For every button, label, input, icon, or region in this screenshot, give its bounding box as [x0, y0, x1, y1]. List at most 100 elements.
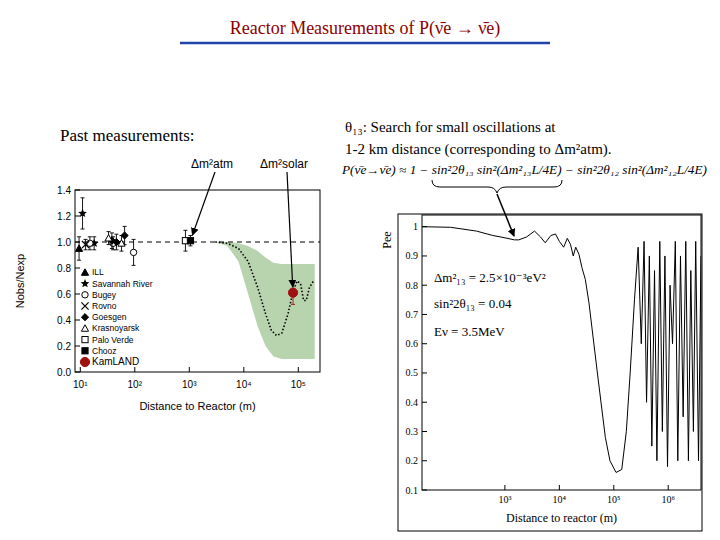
- y-tick-label: 1: [413, 221, 418, 232]
- x-tick: [189, 367, 190, 372]
- data-point: [130, 249, 136, 255]
- y-tick-label: 0.8: [406, 280, 419, 291]
- legend-label: Goesgen: [92, 312, 127, 322]
- legend-label: KamLAND: [92, 356, 139, 367]
- y-axis-title: Nobs/Nexp: [14, 254, 26, 308]
- slide: Reactor Measurements of P(ν̄e → ν̄e) Past…: [0, 0, 720, 540]
- y-tick: [75, 190, 80, 191]
- legend-marker: [81, 302, 88, 309]
- legend-marker: [80, 357, 89, 366]
- x-tick-label: 10³: [182, 379, 197, 390]
- y-tick: [75, 294, 80, 295]
- y-axis-title: Pee: [380, 231, 394, 248]
- brace: [432, 180, 562, 193]
- legend-marker: [81, 279, 90, 287]
- formula: P(ν̄e→ν̄e) ≈ 1 − sin²2θ₁₃ sin²(Δm²₁₃L/4E…: [341, 164, 707, 177]
- x-tick-label: 10⁵: [607, 494, 621, 505]
- y-tick-label: 0.8: [57, 263, 71, 274]
- legend-label: Rovno: [92, 301, 117, 311]
- legend-marker: [82, 337, 88, 343]
- y-tick: [422, 226, 427, 227]
- legend-marker: [81, 325, 88, 331]
- y-tick: [422, 460, 427, 461]
- y-tick: [422, 314, 427, 315]
- curve: [215, 242, 313, 336]
- x-tick: [559, 485, 560, 490]
- plot-frame: [75, 190, 320, 372]
- annotation: sin²2θ₁₃ = 0.04: [434, 296, 512, 311]
- x-axis-title: Distance to reactor (m): [506, 511, 617, 525]
- title: Reactor Measurements of P(ν̄e → ν̄e): [230, 18, 501, 39]
- y-tick: [75, 320, 80, 321]
- x-tick-label: 10⁶: [661, 494, 675, 505]
- y-tick-label: 1.4: [57, 185, 71, 196]
- band: [215, 242, 314, 359]
- x-tick-label: 10⁴: [553, 494, 567, 505]
- y-tick-label: 0.6: [406, 338, 419, 349]
- y-tick: [75, 242, 80, 243]
- annotation: Eν = 3.5MeV: [434, 324, 505, 339]
- plot-frame: [422, 215, 701, 490]
- legend-label: Chooz: [92, 346, 117, 356]
- y-tick-label: 0.7: [406, 309, 419, 320]
- legend-marker: [82, 292, 88, 298]
- title-underline: [180, 42, 550, 45]
- y-tick-label: 1.0: [57, 237, 71, 248]
- left-heading: Past measurements:: [60, 126, 195, 145]
- annotation: Δm²atm: [191, 157, 233, 171]
- x-tick: [613, 485, 614, 490]
- x-tick: [668, 485, 669, 490]
- data-point: [187, 238, 193, 244]
- x-tick: [504, 485, 505, 490]
- y-tick-label: 0.4: [406, 397, 419, 408]
- annotation-arrow: [287, 172, 293, 287]
- x-tick: [134, 367, 135, 372]
- y-tick: [422, 490, 427, 491]
- x-tick-label: 10²: [128, 379, 143, 390]
- data-point: [118, 240, 125, 246]
- x-tick-label: 10⁴: [236, 379, 251, 390]
- x-tick-label: 10³: [498, 494, 511, 505]
- x-axis-title: Distance to Reactor (m): [139, 400, 255, 412]
- data-point: [288, 288, 297, 297]
- data-point: [75, 245, 82, 251]
- y-tick: [422, 431, 427, 432]
- legend: ILL Savannah RiverBugeyRovnoGoesgenKrasno…: [80, 267, 152, 367]
- figure-frame: [398, 214, 702, 531]
- data-point: [105, 235, 112, 241]
- y-tick-label: 0.1: [406, 485, 419, 496]
- legend-marker: [81, 269, 88, 275]
- right-heading: θ₁₃: Search for small oscillations at: [345, 119, 556, 135]
- y-tick: [422, 255, 427, 256]
- annotation: Δm²solar: [260, 157, 308, 171]
- annotation-arrow: [192, 172, 215, 235]
- legend-label: Krasnoyarsk: [92, 323, 140, 333]
- y-tick-label: 0.5: [406, 367, 419, 378]
- x-tick: [80, 367, 81, 372]
- y-tick-label: 0.0: [57, 367, 71, 378]
- y-tick-label: 0.2: [57, 341, 71, 352]
- y-tick-label: 1.2: [57, 211, 71, 222]
- data-point: [82, 241, 89, 248]
- legend-label: Bugey: [92, 290, 117, 300]
- y-tick: [75, 346, 80, 347]
- legend-marker: [81, 314, 88, 321]
- y-tick: [422, 343, 427, 344]
- y-tick-label: 0.3: [406, 426, 419, 437]
- legend-label: ILL: [92, 267, 104, 277]
- right-heading: 1-2 km distance (corresponding to Δm²atm…: [345, 141, 612, 158]
- y-tick: [75, 216, 80, 217]
- x-tick-label: 10⁵: [291, 379, 306, 390]
- y-tick: [422, 372, 427, 373]
- y-tick-label: 0.9: [406, 250, 419, 261]
- plot-area: [422, 227, 701, 473]
- y-tick-label: 0.6: [57, 289, 71, 300]
- annotation: Δm²₁₃ = 2.5×10⁻³eV²: [434, 270, 546, 285]
- x-tick: [243, 367, 244, 372]
- y-tick: [75, 372, 80, 373]
- y-tick-label: 0.2: [406, 455, 419, 466]
- curve: [422, 227, 701, 473]
- y-tick: [422, 285, 427, 286]
- legend-label: Savannah River: [92, 279, 153, 289]
- legend-label: Palo Verde: [92, 335, 134, 345]
